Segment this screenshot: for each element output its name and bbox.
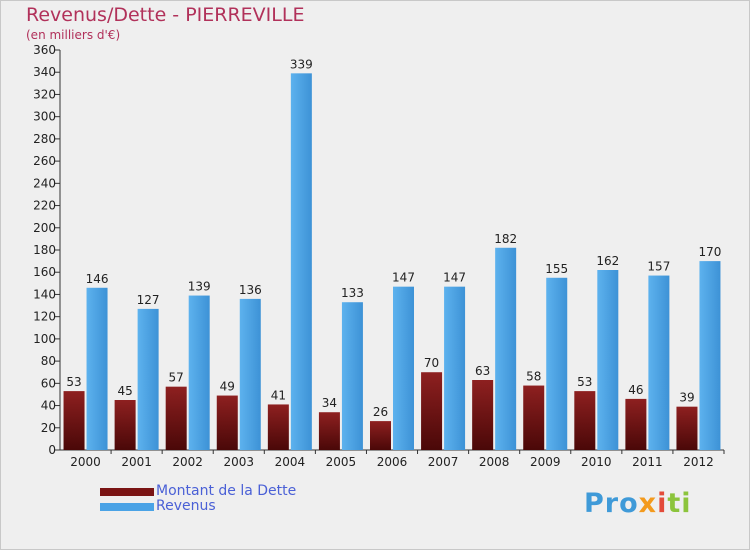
bar-dette xyxy=(625,398,647,450)
bar-revenus xyxy=(648,275,670,450)
bar-revenus xyxy=(444,286,466,450)
bar-dette xyxy=(318,412,340,450)
y-tick-label: 140 xyxy=(33,287,56,301)
data-label-revenus: 139 xyxy=(188,280,211,294)
bar-dette xyxy=(421,372,443,450)
y-tick-label: 320 xyxy=(33,87,56,101)
y-tick-label: 120 xyxy=(33,310,56,324)
bar-dette xyxy=(523,385,545,450)
x-tick-label: 2003 xyxy=(223,455,254,469)
y-tick-label: 340 xyxy=(33,65,56,79)
legend-label-dette: Montant de la Dette xyxy=(156,483,297,499)
bar-dette xyxy=(574,391,596,450)
bar-dette xyxy=(165,386,187,450)
legend-swatch-dette xyxy=(100,488,154,496)
bar-revenus xyxy=(239,298,261,450)
bars-group xyxy=(63,73,721,450)
data-label-revenus: 157 xyxy=(647,260,670,274)
x-tick-label: 2000 xyxy=(70,455,101,469)
data-label-dette: 34 xyxy=(322,396,337,410)
data-label-revenus: 136 xyxy=(239,283,262,297)
y-tick-label: 0 xyxy=(48,443,56,457)
bar-dette xyxy=(216,395,238,450)
x-tick-label: 2002 xyxy=(172,455,203,469)
data-label-dette: 49 xyxy=(220,380,235,394)
data-label-dette: 46 xyxy=(628,383,643,397)
y-tick-label: 300 xyxy=(33,110,56,124)
data-label-revenus: 170 xyxy=(699,245,722,259)
bar-revenus xyxy=(86,287,108,450)
data-label-dette: 53 xyxy=(66,375,81,389)
bar-revenus xyxy=(188,295,210,450)
proxiti-logo: Proxiti xyxy=(584,488,692,519)
bar-revenus xyxy=(699,261,721,450)
data-label-dette: 45 xyxy=(117,384,132,398)
data-label-revenus: 133 xyxy=(341,286,364,300)
bar-dette xyxy=(676,406,698,450)
chart-title: Revenus/Dette - PIERREVILLE xyxy=(26,4,305,26)
x-tick-label: 2012 xyxy=(683,455,714,469)
data-label-revenus: 162 xyxy=(596,254,619,268)
y-tick-label: 40 xyxy=(41,399,56,413)
x-tick-label: 2008 xyxy=(479,455,510,469)
data-label-revenus: 155 xyxy=(545,262,568,276)
legend-swatch-revenus xyxy=(100,503,154,511)
y-tick-label: 20 xyxy=(41,421,56,435)
y-tick-label: 80 xyxy=(41,354,56,368)
y-tick-label: 280 xyxy=(33,132,56,146)
data-label-revenus: 182 xyxy=(494,232,517,246)
x-tick-label: 2001 xyxy=(121,455,152,469)
y-tick-label: 60 xyxy=(41,376,56,390)
x-tick-label: 2007 xyxy=(428,455,459,469)
x-tick-label: 2004 xyxy=(275,455,306,469)
x-tick-label: 2010 xyxy=(581,455,612,469)
data-label-revenus: 147 xyxy=(443,271,466,285)
y-tick-label: 240 xyxy=(33,176,56,190)
y-tick-label: 200 xyxy=(33,221,56,235)
bar-revenus xyxy=(495,247,517,450)
data-label-dette: 39 xyxy=(679,391,694,405)
x-axis: 2000 2001 2002 2003 2004 2005 2006 2007 2008 2009… xyxy=(60,449,725,469)
data-label-dette: 63 xyxy=(475,364,490,378)
data-label-revenus: 146 xyxy=(86,272,109,286)
x-tick-label: 2011 xyxy=(632,455,663,469)
bar-revenus xyxy=(597,270,619,450)
y-axis: 0 20 40 60 80 100 120 140 160 180 200 220 240 260 280 3… xyxy=(33,43,61,457)
y-tick-label: 220 xyxy=(33,199,56,213)
x-tick-label: 2006 xyxy=(377,455,408,469)
bar-dette xyxy=(63,391,85,450)
legend-label-revenus: Revenus xyxy=(156,498,216,514)
y-tick-label: 160 xyxy=(33,265,56,279)
bar-revenus xyxy=(341,302,363,450)
bar-revenus xyxy=(393,286,414,450)
y-tick-label: 100 xyxy=(33,332,56,346)
data-label-revenus: 127 xyxy=(137,293,160,307)
bar-dette xyxy=(267,404,289,450)
bar-revenus xyxy=(290,73,312,450)
bar-dette xyxy=(114,400,136,450)
y-tick-label: 180 xyxy=(33,243,56,257)
value-labels-group: 53 146 45 127 57 139 49 136 41 339 34 133 26 147 70 147… xyxy=(66,57,721,419)
bar-revenus xyxy=(137,308,159,450)
data-label-dette: 58 xyxy=(526,370,541,384)
bar-revenus xyxy=(546,277,568,450)
data-label-dette: 57 xyxy=(169,371,184,385)
data-label-dette: 53 xyxy=(577,375,592,389)
x-tick-label: 2009 xyxy=(530,455,561,469)
y-tick-label: 360 xyxy=(33,43,56,57)
x-tick-label: 2005 xyxy=(326,455,357,469)
data-label-dette: 41 xyxy=(271,388,286,402)
data-label-dette: 70 xyxy=(424,356,439,370)
chart-subtitle: (en milliers d'€) xyxy=(26,28,121,42)
y-tick-label: 260 xyxy=(33,154,56,168)
data-label-dette: 26 xyxy=(373,405,388,419)
data-label-revenus: 147 xyxy=(392,271,415,285)
bar-dette xyxy=(370,421,391,450)
data-label-revenus: 339 xyxy=(290,57,313,71)
bar-dette xyxy=(472,380,494,450)
